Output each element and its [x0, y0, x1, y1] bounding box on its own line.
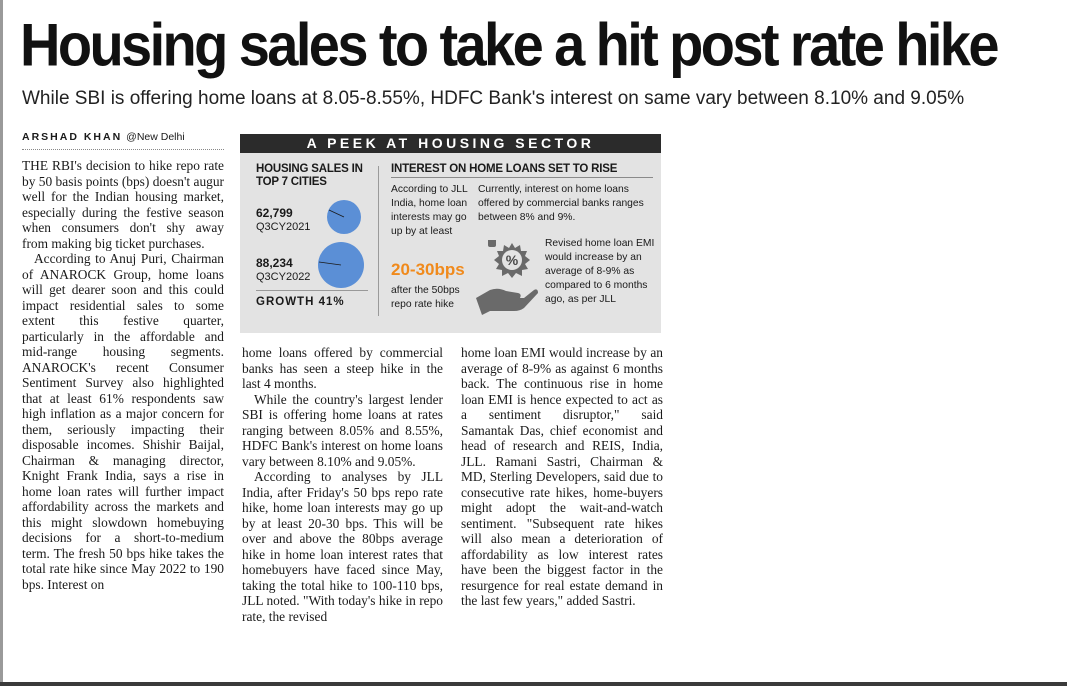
infographic-title: A PEEK AT HOUSING SECTOR	[240, 134, 661, 153]
page-left-border	[0, 0, 3, 686]
emi-increase-text: Revised home loan EMI would increase by …	[545, 238, 655, 305]
sales-period: Q3CY2021	[256, 221, 311, 233]
rate-hike-figure: 20-30bps	[391, 260, 465, 279]
growth-divider	[256, 290, 368, 291]
paragraph: According to analyses by JLL India, afte…	[242, 469, 443, 624]
infographic-panel	[240, 134, 661, 333]
current-rate-text: Currently, interest on home loans offere…	[478, 184, 644, 223]
article-column-1: THE RBI's decision to hike repo rate by …	[22, 158, 224, 592]
sales-period: Q3CY2022	[256, 271, 311, 283]
sales-item-2021: 62,799 Q3CY2021	[256, 206, 310, 234]
article-column-3: home loan EMI would increase by an avera…	[461, 345, 663, 609]
jll-forecast-text: According to JLL India, home loan intere…	[391, 184, 468, 237]
paragraph: THE RBI's decision to hike repo rate by …	[22, 158, 224, 251]
sales-value: 62,799	[256, 206, 293, 220]
paragraph: While the country's largest lender SBI i…	[242, 391, 443, 469]
headline: Housing sales to take a hit post rate hi…	[20, 10, 999, 79]
paragraph: home loans offered by commercial banks h…	[242, 345, 443, 391]
paragraph: According to Anuj Puri, Chairman of ANAR…	[22, 251, 224, 592]
interest-heading-rule	[391, 177, 653, 178]
page-bottom-border	[0, 682, 1067, 686]
byline-divider	[22, 149, 224, 150]
subheadline: While SBI is offering home loans at 8.05…	[22, 88, 965, 109]
sales-circle-icon-2021	[327, 200, 361, 234]
infographic-divider	[378, 166, 379, 316]
percent-hand-icon: %	[476, 240, 538, 315]
author-name: ARSHAD KHAN	[22, 131, 123, 143]
article-column-2: home loans offered by commercial banks h…	[242, 345, 443, 624]
sales-item-2022: 88,234 Q3CY2022	[256, 256, 310, 284]
sales-value: 88,234	[256, 256, 293, 270]
paragraph: home loan EMI would increase by an avera…	[461, 345, 663, 608]
dateline-location: @New Delhi	[126, 131, 185, 143]
rate-hike-note: after the 50bps repo rate hike	[391, 285, 460, 310]
svg-text:%: %	[506, 252, 519, 268]
byline: ARSHAD KHAN @New Delhi	[22, 130, 185, 144]
sales-heading: HOUSING SALES IN TOP 7 CITIES	[256, 163, 363, 188]
interest-heading: INTEREST ON HOME LOANS SET TO RISE	[391, 163, 618, 175]
sales-circle-icon-2022	[318, 242, 364, 288]
sales-growth: GROWTH 41%	[256, 296, 345, 308]
